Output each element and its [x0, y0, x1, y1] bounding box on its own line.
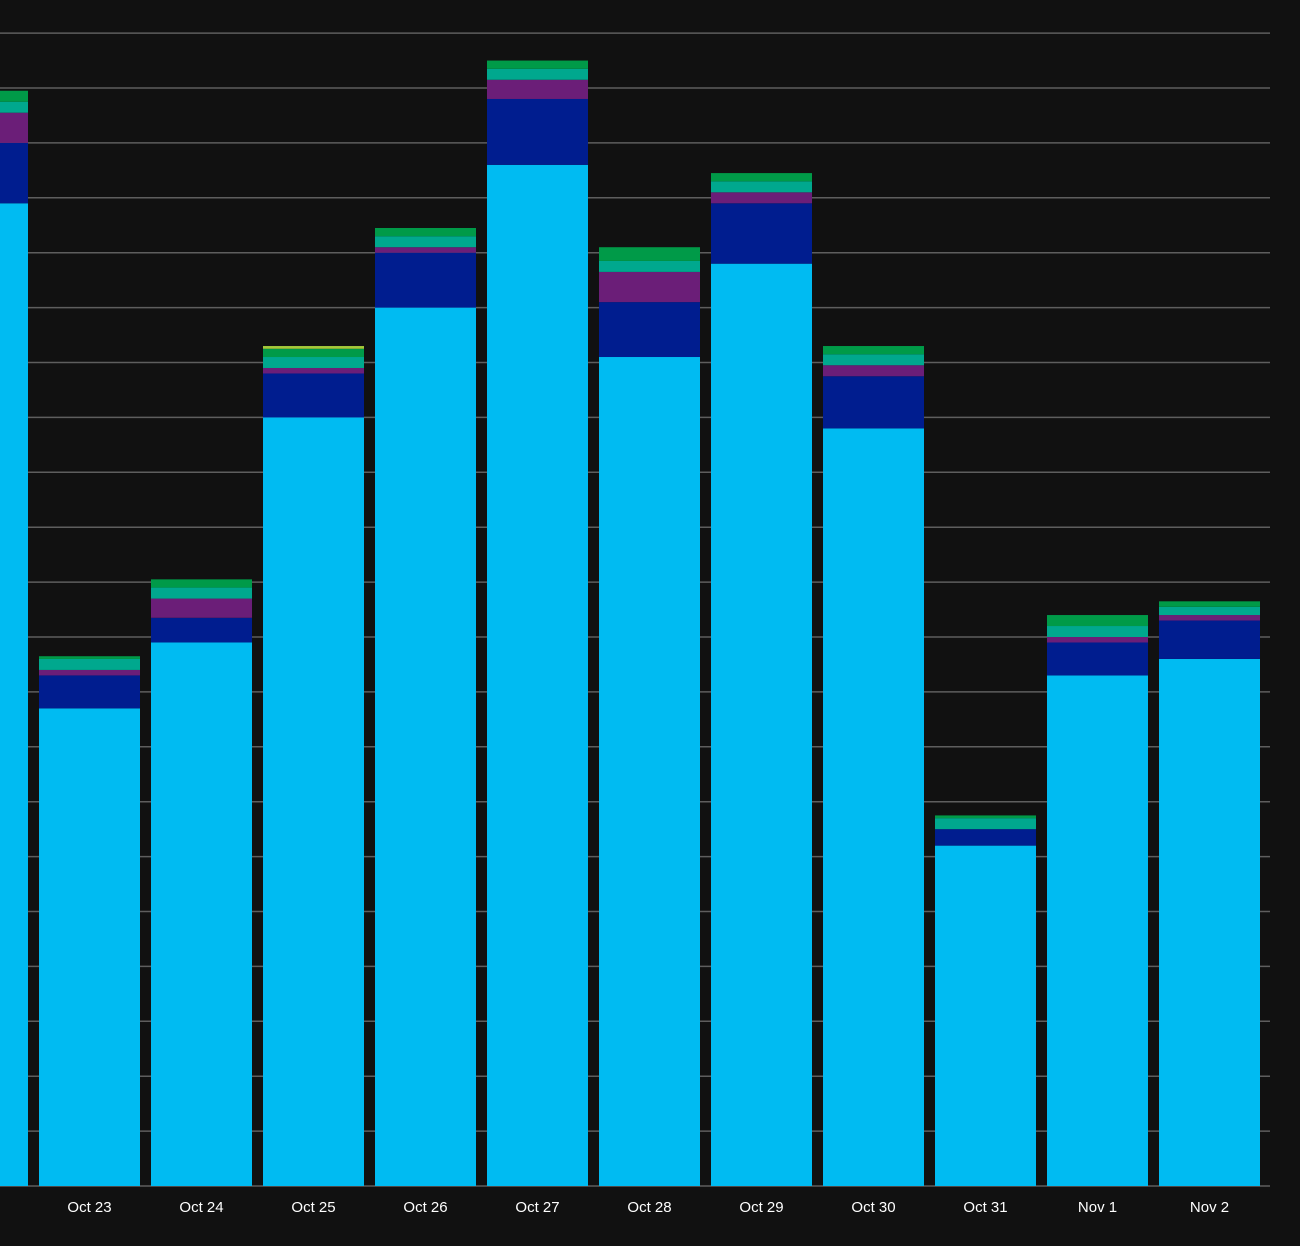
- bar-segment: [823, 376, 924, 429]
- bar-segment: [1159, 615, 1260, 621]
- bar-segment: [487, 164, 588, 1187]
- x-tick-label: Oct 31: [963, 1199, 1007, 1216]
- bar-segment: [151, 642, 252, 1186]
- x-tick-label: Oct 26: [403, 1199, 447, 1216]
- bar-segment: [935, 818, 1036, 830]
- bar-segment: [39, 669, 140, 676]
- bar-stack: [1159, 601, 1260, 1186]
- bar-segment: [151, 579, 252, 588]
- bars: [0, 60, 1260, 1187]
- bar-segment: [263, 373, 364, 418]
- bar-segment: [487, 60, 588, 69]
- bar-segment: [487, 98, 588, 165]
- bar-stack: [487, 60, 588, 1187]
- bar-segment: [1047, 615, 1148, 627]
- bar-segment: [487, 79, 588, 99]
- bar-stack: [711, 173, 812, 1186]
- bar-segment: [823, 354, 924, 366]
- bar-segment: [1047, 626, 1148, 637]
- x-tick-label: Oct 27: [515, 1199, 559, 1216]
- x-tick-label: Oct 29: [739, 1199, 783, 1216]
- x-tick-label: Oct 28: [627, 1199, 671, 1216]
- bar-segment: [263, 417, 364, 1186]
- bar-segment: [0, 112, 28, 143]
- bar-segment: [823, 428, 924, 1186]
- bar-segment: [263, 346, 364, 349]
- bar-segment: [263, 367, 364, 374]
- bar-segment: [1159, 620, 1260, 659]
- bar-stack: [823, 346, 924, 1186]
- x-tick-label: Oct 24: [179, 1199, 223, 1216]
- bar-segment: [823, 365, 924, 377]
- bar-segment: [375, 247, 476, 253]
- bar-segment: [1159, 658, 1260, 1186]
- bar-stack: [935, 815, 1036, 1186]
- bar-stack: [263, 346, 364, 1186]
- bar-segment: [599, 302, 700, 358]
- bar-segment: [599, 247, 700, 261]
- bar-segment: [39, 708, 140, 1186]
- x-axis-tick-labels: Oct 23 Oct 24 Oct 25 Oct 26 Oct 27 Oct 28 Oct …: [67, 1199, 1229, 1216]
- bar-segment: [1159, 606, 1260, 616]
- bar-stack: [375, 227, 476, 1187]
- bar-segment: [1047, 675, 1148, 1186]
- bar-segment: [935, 829, 1036, 846]
- bar-segment: [823, 346, 924, 355]
- x-tick-label: Nov 1: [1078, 1199, 1117, 1216]
- bar-segment: [599, 260, 700, 272]
- bar-segment: [375, 307, 476, 1187]
- bar-segment: [0, 101, 28, 113]
- bar-segment: [599, 271, 700, 303]
- bar-segment: [0, 203, 28, 1187]
- bar-segment: [375, 252, 476, 308]
- bar-segment: [487, 68, 588, 80]
- bar-segment: [1047, 642, 1148, 676]
- x-tick-label: Oct 30: [851, 1199, 895, 1216]
- bar-stack: [599, 247, 700, 1186]
- bar-segment: [263, 348, 364, 358]
- bar-stack: [1047, 615, 1148, 1186]
- bar-segment: [0, 142, 28, 204]
- bar-stack: [39, 656, 140, 1186]
- x-tick-label: Nov 2: [1190, 1199, 1229, 1216]
- x-tick-label: Oct 23: [67, 1199, 111, 1216]
- bar-segment: [263, 357, 364, 368]
- bar-segment: [711, 181, 812, 193]
- bar-segment: [375, 236, 476, 248]
- bar-segment: [1047, 637, 1148, 643]
- bar-segment: [39, 656, 140, 659]
- bar-stack: [151, 579, 252, 1186]
- bar-segment: [0, 90, 28, 102]
- bar-segment: [151, 598, 252, 618]
- bar-segment: [711, 192, 812, 204]
- bar-segment: [711, 203, 812, 264]
- bar-segment: [151, 587, 252, 599]
- bar-segment: [935, 815, 1036, 819]
- bar-segment: [375, 227, 476, 237]
- bar-segment: [39, 675, 140, 709]
- bar-segment: [39, 658, 140, 670]
- x-tick-label: Oct 25: [291, 1199, 335, 1216]
- bar-segment: [151, 617, 252, 643]
- bar-segment: [935, 845, 1036, 1186]
- bar-stack: [0, 90, 28, 1187]
- bar-segment: [599, 357, 700, 1186]
- bar-segment: [711, 173, 812, 182]
- bar-segment: [711, 263, 812, 1186]
- bar-segment: [1159, 601, 1260, 607]
